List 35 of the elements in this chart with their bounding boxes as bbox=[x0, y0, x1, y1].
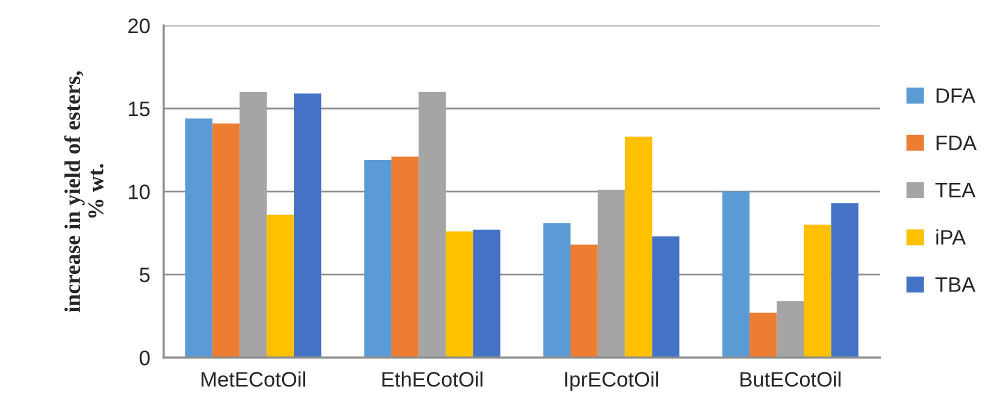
y-axis-title: increase in yield of esters, % wt. bbox=[64, 71, 104, 312]
y-tick-label: 0 bbox=[140, 350, 150, 366]
bar bbox=[598, 190, 625, 358]
bar bbox=[804, 224, 832, 358]
bar bbox=[750, 312, 777, 358]
x-tick-label: EthECotOil bbox=[382, 371, 482, 387]
bar bbox=[652, 236, 680, 358]
legend-label: FDA bbox=[936, 136, 977, 150]
bar bbox=[240, 92, 267, 358]
x-tick-label: ButECotOil bbox=[740, 371, 841, 387]
bar bbox=[391, 156, 419, 358]
legend-label: iPA bbox=[936, 229, 966, 245]
legend-label: DFA bbox=[936, 88, 976, 103]
y-tick-label: 20 bbox=[128, 18, 150, 34]
x-tick-label: MetECotOil bbox=[202, 371, 306, 387]
bar bbox=[212, 123, 240, 358]
legend-label: TEA bbox=[935, 182, 976, 198]
bar bbox=[473, 230, 500, 358]
bar bbox=[266, 214, 294, 358]
bar bbox=[446, 231, 474, 358]
y-tick-label: 15 bbox=[128, 102, 150, 116]
bar bbox=[831, 203, 858, 358]
x-tick-label: IprECotOil bbox=[565, 371, 658, 391]
bar bbox=[722, 192, 750, 358]
bar bbox=[624, 136, 652, 358]
bar bbox=[185, 118, 212, 358]
bar bbox=[364, 160, 392, 358]
legend-label: TBA bbox=[935, 277, 976, 292]
bar bbox=[570, 244, 598, 358]
bar bbox=[294, 94, 322, 358]
bar bbox=[776, 301, 804, 358]
y-tick-label: 5 bbox=[140, 268, 150, 282]
bar bbox=[543, 223, 570, 358]
bar bbox=[418, 92, 446, 358]
y-tick-label: 10 bbox=[128, 184, 150, 200]
